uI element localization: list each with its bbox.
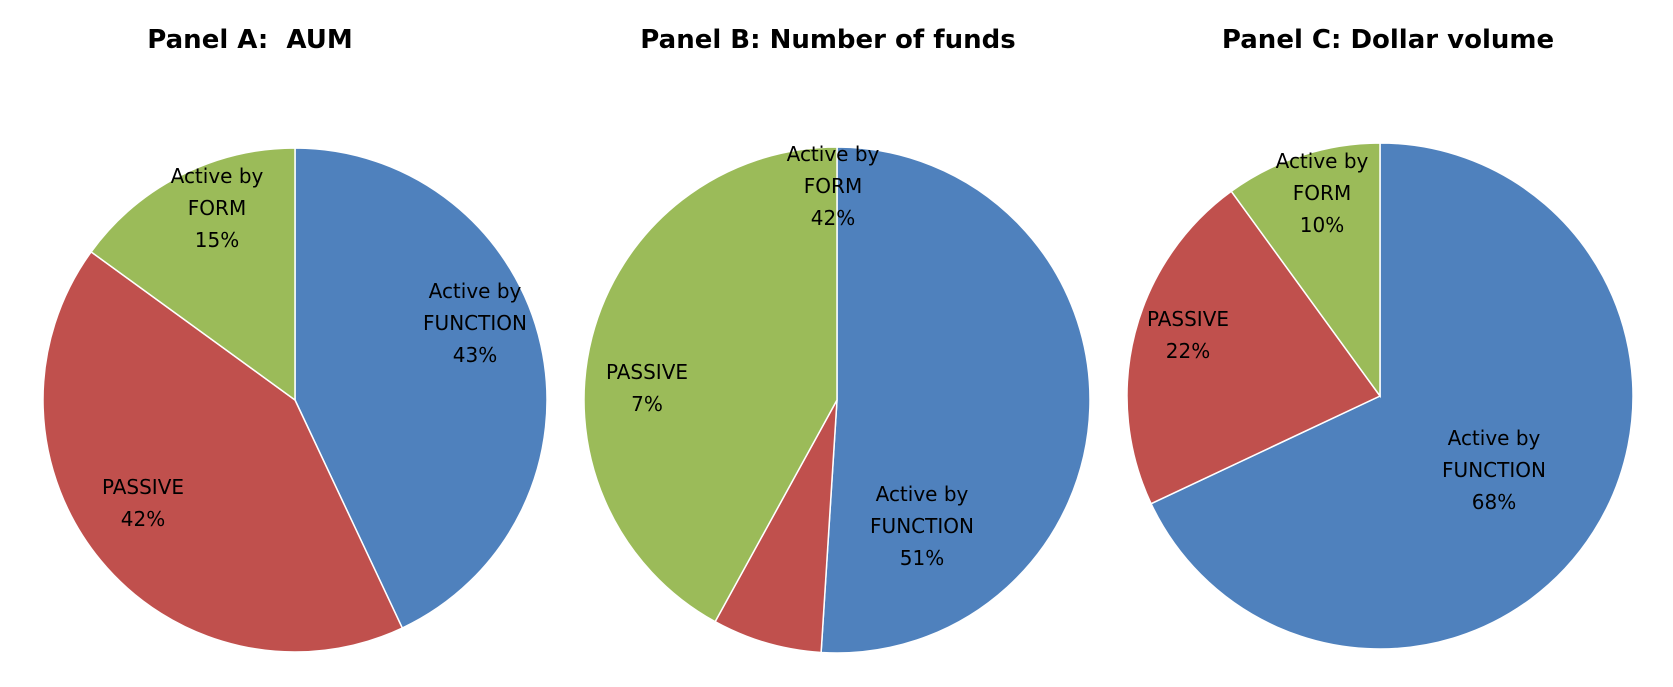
data-label-function: Active by FUNCTION 51% [870, 482, 974, 570]
slice-value-label: 43% [453, 343, 497, 367]
data-label-function: Active by FUNCTION 68% [1442, 426, 1546, 514]
slice-value-label: 22% [1166, 339, 1210, 363]
slice-value-label: 51% [900, 546, 944, 570]
slice-value-label: 15% [195, 228, 239, 252]
pie-slice-form [1230, 142, 1381, 399]
slice-category-label: Active by [171, 164, 264, 188]
pie-slice-form [583, 146, 838, 623]
slice-value-label: 68% [1472, 490, 1516, 514]
slice-category-label: FUNCTION [1442, 458, 1546, 482]
slice-value-label: 10% [1300, 213, 1344, 237]
pie-slice-passive [42, 250, 404, 653]
slice-value-label: 42% [121, 507, 165, 531]
chart-title: Panel C: Dollar volume [1222, 25, 1554, 55]
chart-title: Panel A: AUM [147, 25, 352, 55]
pie-slice-function [820, 146, 1091, 654]
pie-slice-function [1150, 142, 1634, 650]
slice-category-label: Active by [429, 279, 522, 303]
pie-slice-form [90, 147, 296, 402]
pie-chart-panel-1: Panel A: AUM Active by FUNCTION 43% PASSIVE 4… [42, 25, 548, 653]
slice-category-label: Active by [876, 482, 969, 506]
data-label-form: Active by FORM 15% [171, 164, 264, 252]
slice-category-label: Active by [1276, 149, 1369, 173]
chart-title: Panel B: Number of funds [640, 25, 1015, 55]
slice-category-label: PASSIVE [102, 475, 184, 499]
slice-value-label: 42% [811, 206, 855, 230]
pie-slice-passive [714, 399, 838, 654]
data-label-passive: PASSIVE 7% [606, 360, 688, 416]
pie-slice-function [294, 147, 548, 630]
data-label-passive: PASSIVE 22% [1147, 307, 1229, 363]
slice-category-label: FORM [804, 174, 862, 198]
pie-slice-passive [1126, 190, 1382, 505]
slice-category-label: FORM [188, 196, 246, 220]
slice-category-label: Active by [1448, 426, 1541, 450]
slice-category-label: Active by [787, 142, 880, 166]
slice-category-label: FUNCTION [870, 514, 974, 538]
data-label-form: Active by FORM 10% [1276, 149, 1369, 237]
pie-chart-panel-2: Panel B: Number of funds Active by FUNCTIO… [583, 25, 1091, 654]
slice-value-label: 7% [631, 392, 663, 416]
data-label-passive: PASSIVE 42% [102, 475, 184, 531]
slice-category-label: PASSIVE [606, 360, 688, 384]
slice-category-label: FORM [1293, 181, 1351, 205]
slice-category-label: FUNCTION [423, 311, 527, 335]
pie-chart-panel-3: Panel C: Dollar volume Active by FUNCTION 6… [1126, 25, 1634, 650]
data-label-function: Active by FUNCTION 43% [423, 279, 527, 367]
slice-category-label: PASSIVE [1147, 307, 1229, 331]
data-label-form: Active by FORM 42% [787, 142, 880, 230]
